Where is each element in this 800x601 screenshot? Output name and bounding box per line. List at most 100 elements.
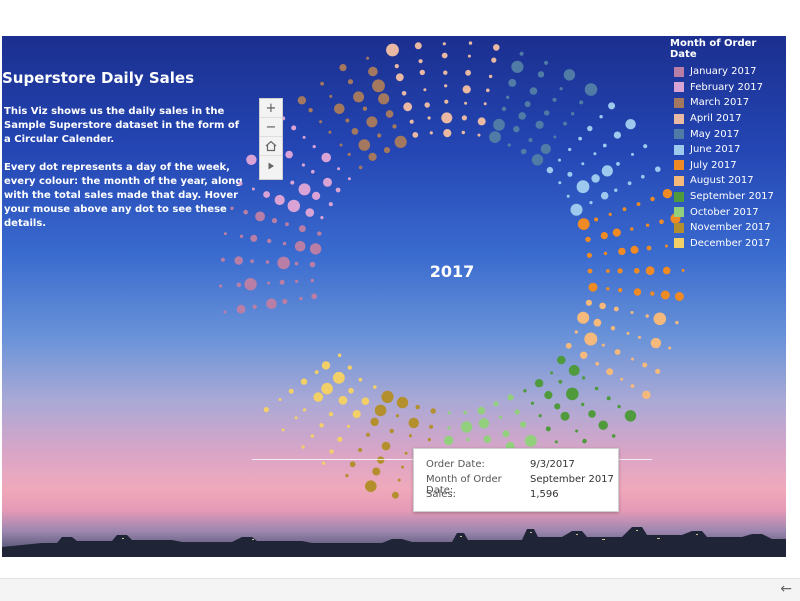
day-dot[interactable] xyxy=(554,403,561,410)
zoom-out-button[interactable]: − xyxy=(260,118,282,137)
day-dot[interactable] xyxy=(234,256,243,265)
day-dot[interactable] xyxy=(365,480,377,493)
legend-item[interactable]: March 2017 xyxy=(670,95,786,111)
day-dot[interactable] xyxy=(502,430,510,438)
day-dot[interactable] xyxy=(554,440,558,444)
day-dot[interactable] xyxy=(591,174,600,183)
day-dot[interactable] xyxy=(346,424,351,428)
day-dot[interactable] xyxy=(507,143,511,147)
day-dot[interactable] xyxy=(636,202,641,207)
day-dot[interactable] xyxy=(394,135,407,148)
day-dot[interactable] xyxy=(630,227,634,231)
day-dot[interactable] xyxy=(634,268,640,274)
day-dot[interactable] xyxy=(612,228,621,237)
day-dot[interactable] xyxy=(287,199,300,213)
day-dot[interactable] xyxy=(333,371,345,384)
legend-item[interactable]: February 2017 xyxy=(670,80,786,96)
day-dot[interactable] xyxy=(392,491,399,499)
day-dot[interactable] xyxy=(570,112,575,116)
day-dot[interactable] xyxy=(427,438,431,442)
day-dot[interactable] xyxy=(530,401,535,405)
day-dot[interactable] xyxy=(302,408,307,412)
day-dot[interactable] xyxy=(397,478,401,482)
day-dot[interactable] xyxy=(290,180,295,185)
day-dot[interactable] xyxy=(373,385,377,389)
day-dot[interactable] xyxy=(463,410,468,415)
day-dot[interactable] xyxy=(645,223,650,227)
day-dot[interactable] xyxy=(444,84,448,88)
day-dot[interactable] xyxy=(540,143,551,154)
day-dot[interactable] xyxy=(219,284,223,288)
day-dot[interactable] xyxy=(386,43,399,57)
day-dot[interactable] xyxy=(625,119,636,130)
day-dot[interactable] xyxy=(288,388,294,394)
day-dot[interactable] xyxy=(317,231,322,236)
day-dot[interactable] xyxy=(299,225,306,233)
day-dot[interactable] xyxy=(577,311,590,324)
day-dot[interactable] xyxy=(546,166,554,174)
day-dot[interactable] xyxy=(617,268,623,274)
day-dot[interactable] xyxy=(627,181,632,186)
day-dot[interactable] xyxy=(486,88,490,93)
day-dot[interactable] xyxy=(534,379,544,388)
day-dot[interactable] xyxy=(285,150,293,159)
day-dot[interactable] xyxy=(660,290,670,300)
day-dot[interactable] xyxy=(617,404,621,409)
day-dot[interactable] xyxy=(310,434,315,438)
day-dot[interactable] xyxy=(328,130,332,134)
day-dot[interactable] xyxy=(383,147,391,154)
day-dot[interactable] xyxy=(668,346,672,350)
day-dot[interactable] xyxy=(545,426,551,432)
day-dot[interactable] xyxy=(606,287,610,291)
day-dot[interactable] xyxy=(429,424,434,429)
day-dot[interactable] xyxy=(444,99,449,104)
day-dot[interactable] xyxy=(302,135,306,139)
day-dot[interactable] xyxy=(622,207,627,212)
day-dot[interactable] xyxy=(614,188,618,192)
day-dot[interactable] xyxy=(513,125,520,133)
day-dot[interactable] xyxy=(523,389,527,393)
day-dot[interactable] xyxy=(552,97,557,102)
day-dot[interactable] xyxy=(601,165,613,177)
day-dot[interactable] xyxy=(429,131,433,135)
day-dot[interactable] xyxy=(323,177,332,187)
day-dot[interactable] xyxy=(321,361,331,370)
day-dot[interactable] xyxy=(491,57,497,63)
day-dot[interactable] xyxy=(462,85,471,94)
day-dot[interactable] xyxy=(665,244,668,248)
day-dot[interactable] xyxy=(524,101,531,108)
day-dot[interactable] xyxy=(537,71,545,78)
day-dot[interactable] xyxy=(630,384,635,388)
day-dot[interactable] xyxy=(608,212,612,216)
day-dot[interactable] xyxy=(599,302,606,310)
day-dot[interactable] xyxy=(252,304,257,309)
day-dot[interactable] xyxy=(347,152,351,156)
day-dot[interactable] xyxy=(655,166,661,172)
day-dot[interactable] xyxy=(266,298,277,310)
day-dot[interactable] xyxy=(630,245,639,254)
day-dot[interactable] xyxy=(377,133,382,138)
day-dot[interactable] xyxy=(460,421,473,433)
day-dot[interactable] xyxy=(230,206,234,210)
day-dot[interactable] xyxy=(358,448,363,452)
day-dot[interactable] xyxy=(358,377,363,382)
day-dot[interactable] xyxy=(641,174,645,179)
day-dot[interactable] xyxy=(506,95,510,99)
day-dot[interactable] xyxy=(291,125,297,131)
day-dot[interactable] xyxy=(424,102,430,108)
day-dot[interactable] xyxy=(577,218,590,231)
day-dot[interactable] xyxy=(579,100,584,105)
day-dot[interactable] xyxy=(602,143,607,148)
day-dot[interactable] xyxy=(310,278,314,283)
day-dot[interactable] xyxy=(659,219,664,225)
day-dot[interactable] xyxy=(312,191,321,200)
day-dot[interactable] xyxy=(626,331,630,335)
day-dot[interactable] xyxy=(631,357,634,361)
day-dot[interactable] xyxy=(478,418,490,429)
day-dot[interactable] xyxy=(313,392,324,402)
day-dot[interactable] xyxy=(392,124,397,129)
day-dot[interactable] xyxy=(594,217,599,222)
day-dot[interactable] xyxy=(608,102,616,110)
day-dot[interactable] xyxy=(243,209,248,215)
day-dot[interactable] xyxy=(606,396,611,401)
